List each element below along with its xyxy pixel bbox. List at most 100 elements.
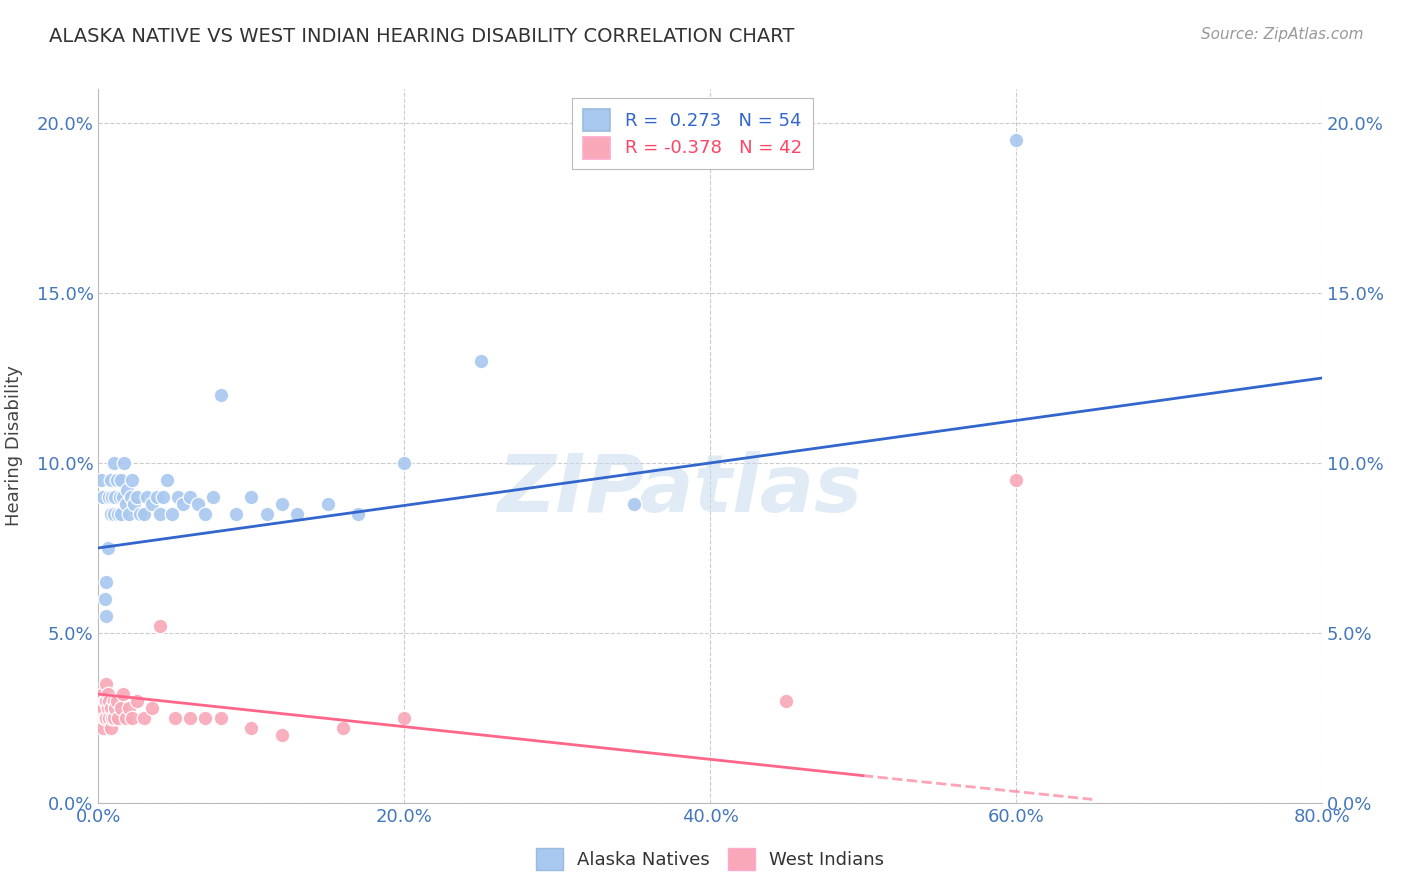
Point [163,711,186,725]
Point [270,497,292,511]
Point [117,483,139,498]
Point [145,490,167,504]
Point [172,497,194,511]
Text: ZIPatlas: ZIPatlas [496,451,862,529]
Point [115,711,138,725]
Point [121,711,143,725]
Point [91,490,114,504]
Point [775,694,797,708]
Point [103,694,125,708]
Point [194,711,217,725]
Point [100,700,122,714]
Text: ALASKA NATIVE VS WEST INDIAN HEARING DISABILITY CORRELATION CHART: ALASKA NATIVE VS WEST INDIAN HEARING DIS… [49,27,794,45]
Point [125,694,148,708]
Point [97,687,120,701]
Point [152,490,174,504]
Point [107,507,129,521]
Point [270,728,292,742]
Point [110,473,132,487]
Point [209,711,232,725]
Point [225,507,247,521]
Point [94,694,117,708]
Point [285,507,308,521]
Point [97,700,120,714]
Point [101,711,124,725]
Text: Source: ZipAtlas.com: Source: ZipAtlas.com [1201,27,1364,42]
Point [100,507,122,521]
Point [94,677,117,691]
Point [91,700,114,714]
Point [118,507,141,521]
Point [112,456,135,470]
Point [94,574,117,589]
Point [89,700,111,714]
Point [1004,473,1026,487]
Point [90,711,112,725]
Point [392,456,416,470]
Point [110,700,132,714]
Point [120,490,142,504]
Point [256,507,278,521]
Point [94,711,117,725]
Point [108,490,131,504]
Point [121,473,143,487]
Point [1004,133,1026,147]
Point [93,711,115,725]
Point [100,721,122,735]
Point [104,700,127,714]
Point [125,490,148,504]
Point [105,694,128,708]
Point [332,721,354,735]
Point [111,490,134,504]
Point [91,721,114,735]
Point [316,497,339,511]
Point [179,711,201,725]
Point [103,711,125,725]
Point [98,711,121,725]
Point [240,490,263,504]
Point [202,490,225,504]
Point [134,507,156,521]
Point [136,490,159,504]
Point [91,687,114,701]
Point [194,507,217,521]
Point [470,354,492,368]
Point [118,700,141,714]
Point [141,497,163,511]
Point [392,711,416,725]
Point [90,694,112,708]
Point [94,608,117,623]
Point [97,541,120,555]
Point [179,490,201,504]
Point [347,507,370,521]
Point [100,473,122,487]
Point [187,497,209,511]
Point [115,497,138,511]
Point [122,497,145,511]
Point [107,711,129,725]
Point [149,619,172,633]
Point [167,490,190,504]
Point [93,591,115,606]
Point [134,711,156,725]
Point [98,694,121,708]
Point [104,490,127,504]
Point [90,473,112,487]
Point [105,473,128,487]
Point [103,456,125,470]
Legend: Alaska Natives, West Indians: Alaska Natives, West Indians [527,839,893,880]
Point [240,721,263,735]
Point [93,694,115,708]
Point [98,490,121,504]
Point [156,473,179,487]
Point [149,507,172,521]
Point [141,700,163,714]
Point [160,507,183,521]
Point [110,507,132,521]
Point [103,507,125,521]
Point [623,497,645,511]
Point [209,388,232,402]
Point [101,490,124,504]
Y-axis label: Hearing Disability: Hearing Disability [4,366,22,526]
Point [111,687,134,701]
